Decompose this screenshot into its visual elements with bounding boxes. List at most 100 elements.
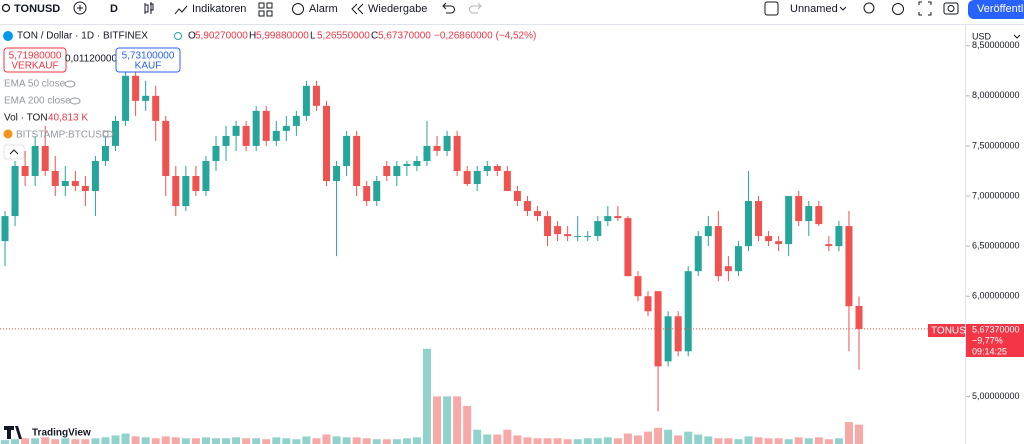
legend-title: TON / Dollar · 1D · BITFINEX — [17, 31, 148, 42]
spread: 0,01120000 — [65, 54, 118, 65]
compare-symbol[interactable]: BITSTAMP:BTCUSD — [16, 130, 109, 141]
checkbox[interactable] — [764, 1, 779, 16]
candle-body — [624, 218, 632, 277]
indicators-button[interactable]: Indikatoren — [192, 3, 246, 15]
candle-body — [272, 130, 280, 141]
candle-body — [373, 180, 381, 202]
y-tick-label: 7,50000000 — [972, 140, 1020, 150]
candle-body — [513, 191, 521, 202]
volume-bar — [302, 436, 311, 444]
candle-body — [81, 186, 89, 192]
snapshot-icon[interactable] — [943, 2, 959, 15]
candle-body — [483, 165, 491, 171]
volume-bar — [61, 438, 70, 444]
add-symbol-icon[interactable] — [73, 1, 87, 15]
volume-bar — [422, 348, 431, 444]
symbol[interactable]: TONUSD — [14, 3, 60, 15]
buy-button[interactable] — [115, 47, 181, 73]
fullscreen-icon[interactable] — [918, 1, 932, 16]
candle-body — [363, 186, 371, 202]
replay-button[interactable]: Wiedergabe — [368, 3, 427, 15]
replay-icon[interactable] — [351, 3, 364, 15]
volume-bar — [232, 437, 241, 444]
ohlc-key: H — [249, 31, 256, 42]
candle-body — [192, 175, 200, 192]
quick-search[interactable] — [863, 2, 875, 14]
ohlc-value: 5,90270000 — [195, 31, 248, 42]
tag-symbol: TONUSD — [931, 326, 973, 337]
layout-chevron[interactable] — [839, 6, 847, 11]
hidden-eye[interactable] — [102, 130, 114, 138]
volume-bar — [794, 437, 803, 444]
candle-body — [91, 160, 99, 192]
volume-bar — [473, 429, 482, 444]
indicator-ema200[interactable]: EMA 200 close — [4, 96, 71, 107]
candle-body — [142, 95, 150, 101]
search-icon[interactable] — [1, 3, 11, 13]
collapse-legend[interactable] — [3, 144, 25, 160]
volume-bar — [402, 438, 411, 444]
publish-button[interactable] — [968, 0, 1024, 19]
volume-bar — [623, 433, 632, 444]
volume-bar — [362, 438, 371, 444]
volume-bar — [633, 435, 642, 444]
candle-body — [694, 236, 702, 272]
y-tick-label: 7,00000000 — [972, 190, 1020, 200]
layout-name[interactable]: Unnamed — [790, 3, 838, 15]
candle-body — [503, 170, 511, 192]
candle-body — [292, 115, 300, 126]
volume-bar — [804, 438, 813, 444]
volume-bar — [161, 436, 170, 444]
volume-bar — [433, 396, 442, 444]
settings-icon[interactable] — [892, 3, 904, 15]
sell-button[interactable] — [3, 47, 67, 73]
candle-body — [684, 271, 692, 352]
chart-type-icon[interactable] — [144, 2, 154, 14]
candle-body — [574, 236, 582, 238]
volume-bar — [282, 438, 291, 444]
undo[interactable] — [442, 2, 455, 14]
volume-bar — [41, 437, 50, 444]
candle-body — [222, 135, 230, 146]
candle-body — [664, 316, 672, 362]
candle-body — [172, 175, 180, 207]
volume-bar — [222, 438, 231, 444]
volume-bar — [644, 431, 653, 444]
buy-price: 5,73100000 — [122, 51, 175, 62]
buy-label: KAUF — [135, 61, 162, 72]
ohlc-value: 5,67370000 — [378, 31, 431, 42]
candle-body — [463, 170, 471, 185]
hidden-eye[interactable] — [69, 97, 81, 105]
volume-label[interactable]: Vol · TON — [4, 113, 48, 124]
volume-bar — [141, 437, 150, 444]
volume-bar — [824, 439, 833, 444]
candle-body — [71, 180, 79, 187]
volume-value: 40,813 K — [48, 113, 88, 124]
candle-body — [152, 95, 160, 121]
volume-bar — [332, 436, 341, 444]
candle-body — [825, 244, 833, 247]
alarm-button[interactable]: Alarm — [309, 3, 338, 15]
volume-bar — [81, 439, 90, 444]
indicator-ema50[interactable]: EMA 50 close — [4, 79, 66, 90]
currency-label[interactable]: USD — [972, 31, 992, 41]
currency-chevron[interactable] — [1013, 34, 1021, 39]
interval[interactable]: D — [110, 3, 118, 15]
volume-bar — [312, 438, 321, 444]
templates-icon[interactable] — [258, 2, 273, 17]
alarm-icon[interactable] — [292, 3, 304, 15]
volume-bar — [694, 434, 703, 444]
hidden-eye[interactable] — [64, 80, 76, 88]
candle-body — [41, 145, 49, 171]
tag-symbol-box — [928, 324, 965, 337]
indicators-icon[interactable] — [174, 5, 188, 15]
volume-bar — [1, 440, 9, 444]
candle-body — [383, 165, 391, 176]
ohlc-value: 5,99880000 — [256, 31, 309, 42]
toolbar — [0, 0, 1024, 24]
ohlc-key: O — [188, 31, 196, 42]
candle-body — [805, 206, 813, 222]
volume-bar — [272, 437, 281, 444]
redo[interactable] — [469, 2, 482, 14]
